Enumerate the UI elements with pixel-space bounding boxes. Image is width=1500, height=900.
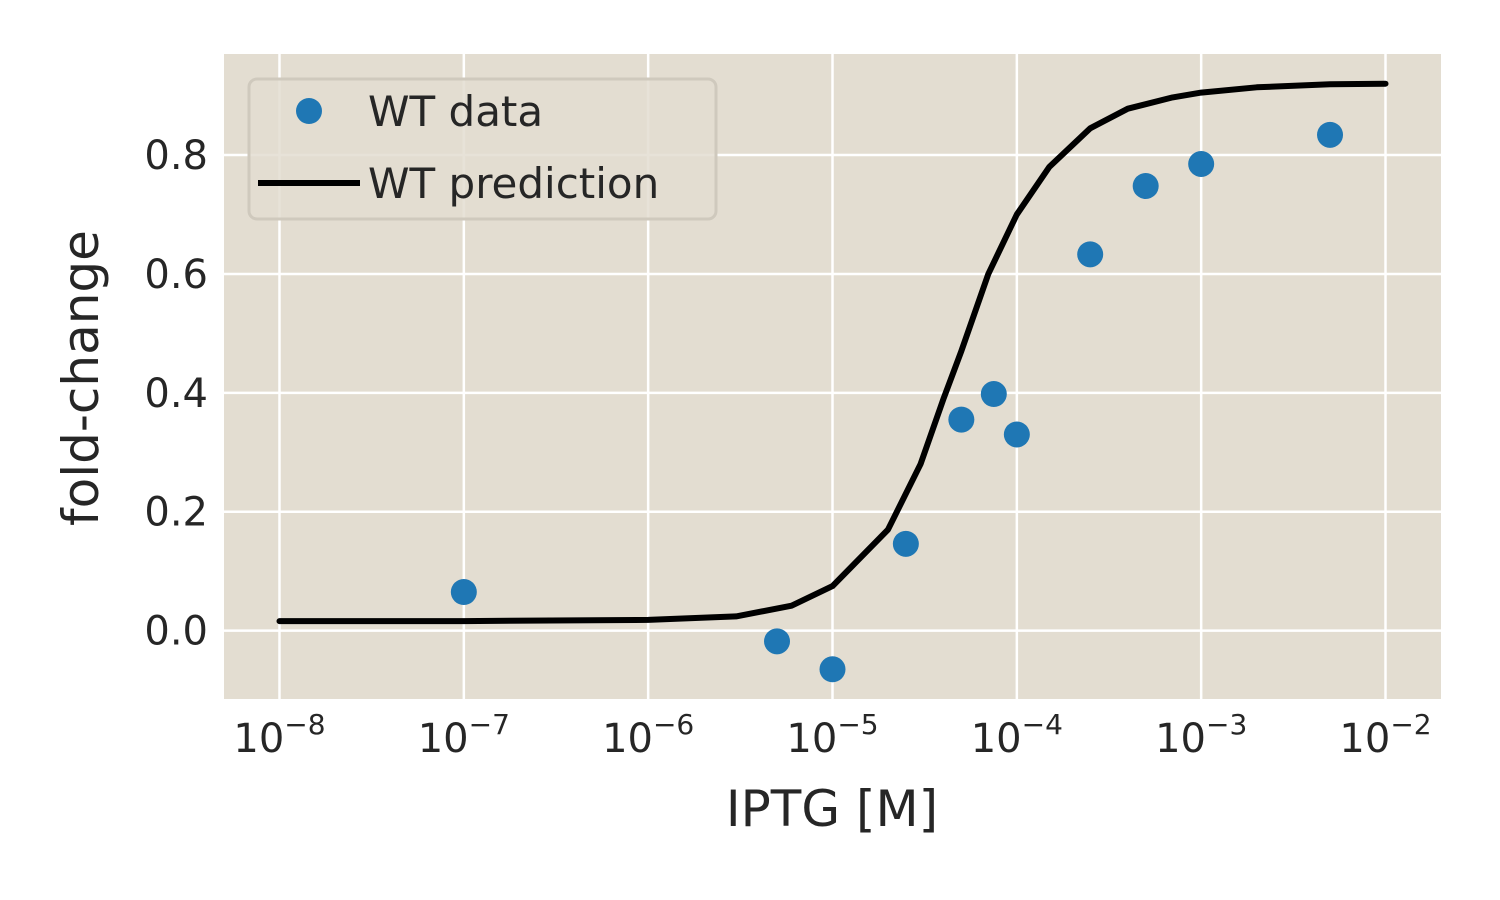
x-tick-label: 10−4: [971, 708, 1063, 762]
x-tick-base: 10: [971, 716, 1022, 762]
x-tick-base: 10: [1155, 716, 1206, 762]
x-tick-exponent: −3: [1206, 708, 1247, 741]
x-axis-ticks: 10−8 10−7 10−6 10−5 10−4 10−3 10−2: [233, 708, 1431, 762]
data-point: [892, 530, 919, 557]
legend: WT data WT prediction: [247, 77, 718, 221]
series-layer: [276, 80, 1389, 683]
legend-label-wt-data: WT data: [368, 87, 543, 136]
data-point: [1132, 172, 1159, 199]
legend-box: [247, 77, 718, 221]
y-tick-label: 0.2: [144, 490, 208, 536]
x-tick-label: 10−8: [233, 708, 325, 762]
data-point: [450, 578, 477, 605]
y-tick-label: 0.0: [144, 609, 208, 655]
x-tick-label: 10−6: [602, 708, 694, 762]
data-point: [948, 406, 975, 433]
x-tick-base: 10: [233, 716, 284, 762]
x-tick-exponent: −2: [1390, 708, 1431, 741]
y-axis-label: fold-change: [52, 230, 110, 526]
x-tick-base: 10: [602, 716, 653, 762]
data-point: [764, 628, 791, 655]
data-point: [1077, 241, 1104, 268]
prediction-line: [276, 80, 1389, 625]
legend-marker-wt-data: [296, 98, 322, 124]
x-tick-exponent: −5: [837, 708, 878, 741]
y-tick-label: 0.8: [144, 133, 208, 179]
x-tick-base: 10: [1339, 716, 1390, 762]
y-tick-label: 0.6: [144, 252, 208, 298]
legend-label-wt-prediction: WT prediction: [368, 159, 659, 208]
x-axis-label: IPTG [M]: [726, 780, 938, 838]
x-tick-label: 10−2: [1339, 708, 1431, 762]
y-axis-ticks: 0.0 0.2 0.4 0.6 0.8: [144, 133, 208, 655]
x-tick-label: 10−3: [1155, 708, 1247, 762]
y-tick-label: 0.4: [144, 371, 208, 417]
x-tick-base: 10: [418, 716, 469, 762]
data-point: [980, 381, 1007, 408]
x-tick-exponent: −6: [653, 708, 694, 741]
data-point: [1003, 421, 1030, 448]
data-point: [819, 656, 846, 683]
data-point: [1188, 150, 1215, 177]
x-tick-base: 10: [786, 716, 837, 762]
x-tick-label: 10−7: [418, 708, 510, 762]
x-tick-exponent: −4: [1022, 708, 1063, 741]
x-tick-label: 10−5: [786, 708, 878, 762]
data-point: [1317, 121, 1344, 148]
x-tick-exponent: −8: [284, 708, 325, 741]
x-tick-exponent: −7: [469, 708, 510, 741]
